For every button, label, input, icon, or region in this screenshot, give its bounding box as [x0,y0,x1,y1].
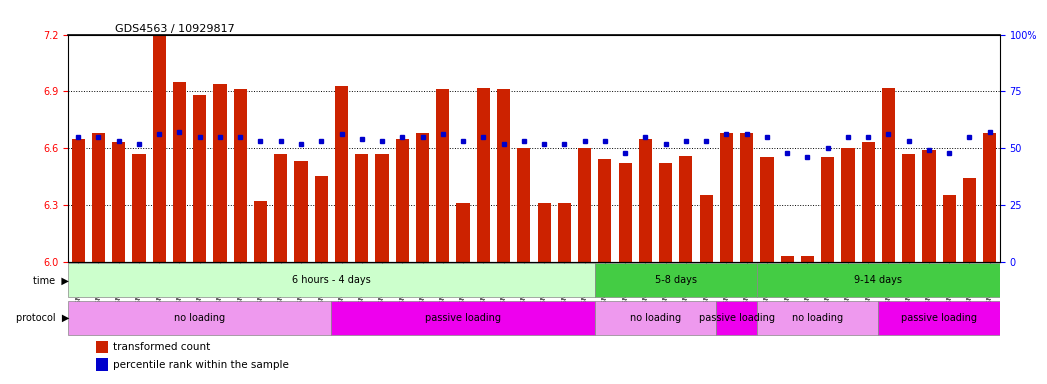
Bar [922,150,936,262]
Bar [68,263,595,298]
Text: 9-14 days: 9-14 days [854,275,903,285]
Bar [92,133,105,262]
Bar [437,89,449,262]
Text: protocol  ▶: protocol ▶ [16,313,69,323]
Bar [862,142,875,262]
Bar [639,139,652,262]
Bar [517,148,531,262]
Bar [214,84,226,262]
Bar [595,263,757,298]
Text: passive loading: passive loading [698,313,775,323]
Bar [132,154,146,262]
Bar [983,133,997,262]
Text: 6 hours - 4 days: 6 hours - 4 days [292,275,371,285]
Text: no loading: no loading [630,313,682,323]
Bar [315,176,328,262]
Bar [96,341,108,353]
Bar [963,178,976,262]
Bar [740,133,753,262]
Bar [619,163,631,262]
Bar [456,203,470,262]
Bar [578,148,592,262]
Bar [476,88,490,262]
Bar [558,203,571,262]
Bar [193,95,206,262]
Bar [595,301,716,335]
Bar [821,157,834,262]
Bar [757,263,1000,298]
Bar [112,142,126,262]
Bar [659,163,672,262]
Bar [233,89,247,262]
Bar [680,156,692,262]
Bar [716,301,757,335]
Bar [274,154,287,262]
Bar [497,89,510,262]
Text: GDS4563 / 10929817: GDS4563 / 10929817 [115,24,235,34]
Bar [942,195,956,262]
Bar [71,139,85,262]
Text: 5-8 days: 5-8 days [654,275,696,285]
Bar [699,195,713,262]
Bar [882,88,895,262]
Bar [598,159,611,262]
Bar [416,133,429,262]
Text: time  ▶: time ▶ [34,275,69,285]
Text: transformed count: transformed count [113,342,210,352]
Bar [878,301,1000,335]
Bar [153,35,165,262]
Bar [335,86,348,262]
Bar [537,203,551,262]
Bar [254,201,267,262]
Bar [396,139,409,262]
Bar [96,358,108,371]
Bar [842,148,854,262]
Bar [355,154,369,262]
Bar [760,157,774,262]
Bar [757,301,878,335]
Bar [781,256,794,262]
Text: percentile rank within the sample: percentile rank within the sample [113,360,289,370]
Text: passive loading: passive loading [901,313,977,323]
Bar [173,82,186,262]
Bar [68,301,332,335]
Text: no loading: no loading [792,313,843,323]
Bar [376,154,388,262]
Text: passive loading: passive loading [425,313,502,323]
Bar [801,256,814,262]
Text: no loading: no loading [174,313,225,323]
Bar [903,154,915,262]
Bar [720,133,733,262]
Bar [332,301,595,335]
Bar [294,161,308,262]
